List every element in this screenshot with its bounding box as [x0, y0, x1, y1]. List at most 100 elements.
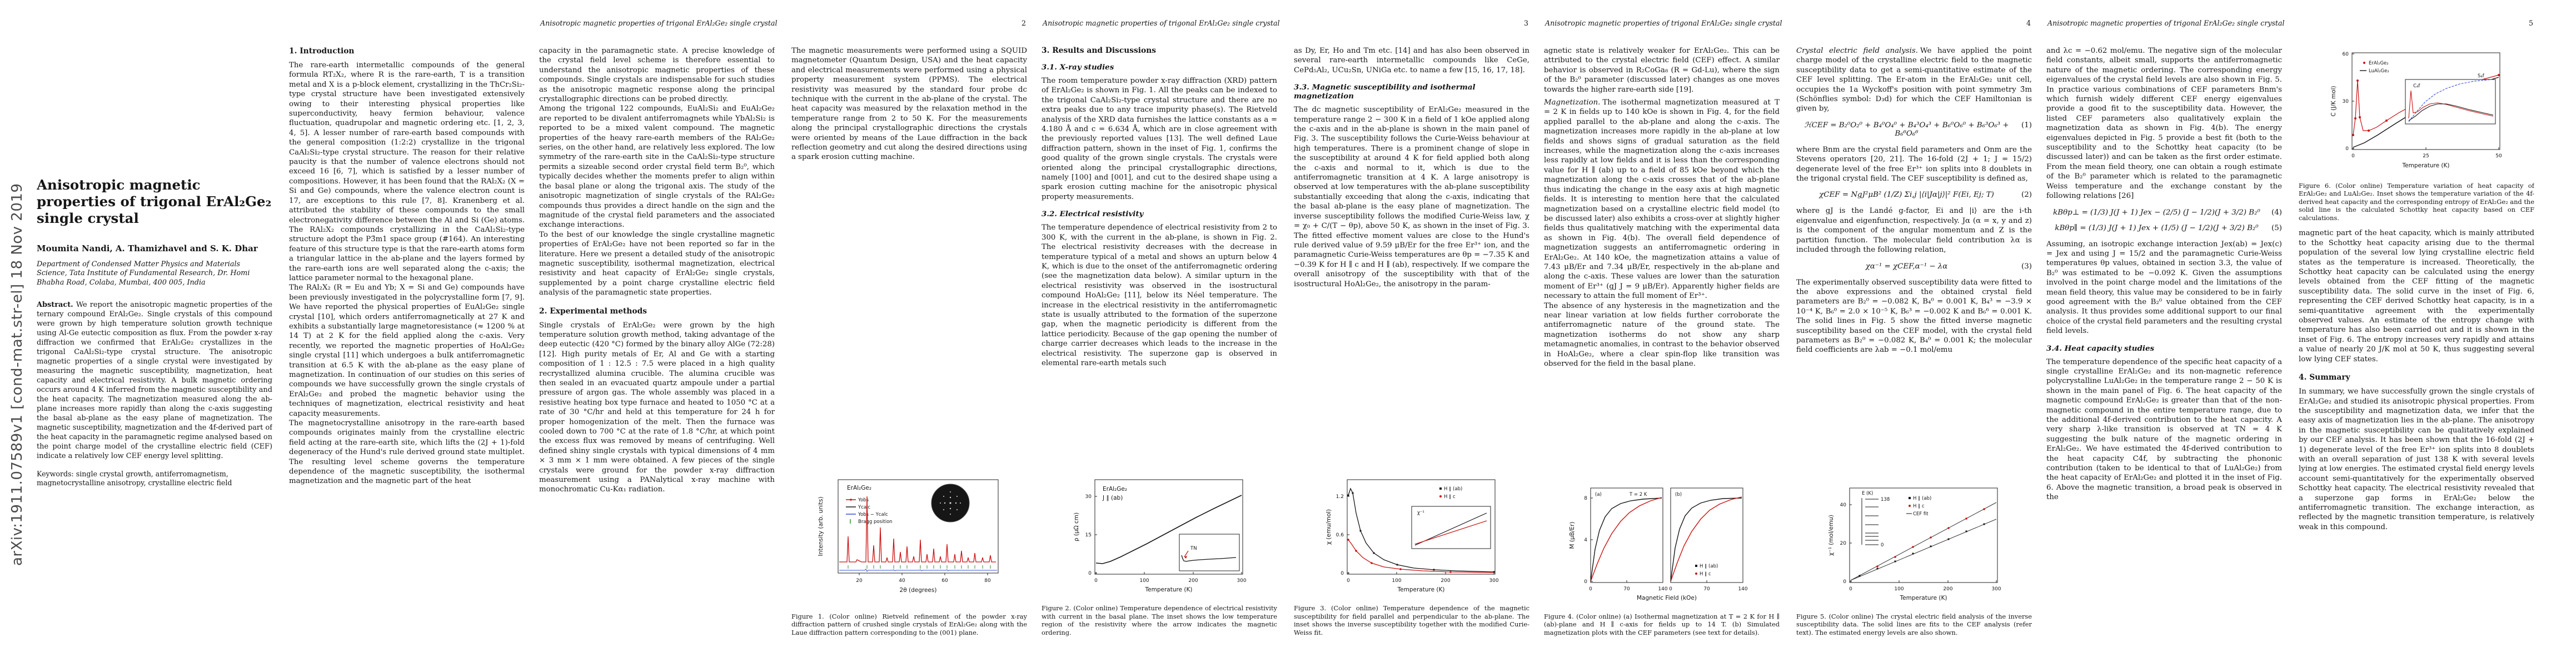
equation-3-number: (3) [2021, 262, 2032, 271]
figure-6-inset: C₄f S₄f [2405, 73, 2496, 125]
simulated-c-curve [1670, 496, 1742, 581]
document-pages: Anisotropic magnetic properties of trigo… [37, 11, 2534, 656]
energy-level-top-label: 138 [1881, 497, 1890, 502]
c4f-label: C₄f [2413, 83, 2420, 89]
svg-text:0: 0 [1843, 579, 1846, 585]
figure-5-y-axis-label: χ⁻¹ (mol/emu) [1828, 515, 1835, 556]
resistivity-continued-text: as Dy, Er, Ho and Tm etc. [14] and has a… [1294, 47, 1529, 74]
svg-text:60: 60 [2343, 52, 2349, 57]
schottky-curve [2408, 103, 2494, 121]
heat-capacity-text: The temperature dependence of the specif… [2046, 357, 2282, 502]
laue-spots [940, 491, 961, 515]
figure-3-plot: H ∥ (ab) H ∥ c χ⁻¹ 0 [1326, 479, 1499, 593]
page-5-left-column: and λc = −0.62 mol/emu. The negative sig… [2046, 46, 2282, 636]
magnetization-ab-curve [1590, 497, 1662, 581]
magnetization-paragraph: Magnetization. The isothermal magnetizati… [1544, 98, 1780, 369]
running-header: Anisotropic magnetic properties of trigo… [1043, 19, 1528, 27]
equation-5-body: kBθp∥ = (1/3) J(J + 1) Jex + (1/5) (J − … [2055, 223, 2259, 232]
paper-affiliation: Department of Condensed Matter Physics a… [37, 260, 250, 287]
svg-text:1.2: 1.2 [1336, 494, 1344, 500]
subsection-heading-xray: 3.1. X-ray studies [1042, 63, 1114, 72]
svg-text:H ∥ (ab): H ∥ (ab) [1444, 486, 1462, 492]
page-2-left-column: capacity in the paramagnetic state. A pr… [539, 46, 775, 636]
svg-text:Bragg position: Bragg position [858, 519, 893, 525]
figure-1-x-ticks: 20 40 60 80 [856, 573, 991, 584]
summary-text: In summary, we have successfully grown t… [2299, 387, 2534, 531]
paper-authors: Moumita Nandi, A. Thamizhavel and S. K. … [37, 243, 258, 253]
page-4: Anisotropic magnetic properties of trigo… [1544, 11, 2032, 656]
equation-2-body: χCEF = NgJ²μB² (1/Z) Σi,j |⟨i|Jα|j⟩|² F(… [1819, 191, 1994, 200]
page-number: 2 [1021, 19, 1026, 27]
page-3-right-column: as Dy, Er, Ho and Tm etc. [14] and has a… [1294, 46, 1529, 636]
svg-text:300: 300 [1489, 578, 1498, 584]
svg-text:4: 4 [1584, 537, 1587, 543]
svg-text:0: 0 [2351, 153, 2355, 159]
subsection-heading-resistivity: 3.2. Electrical resistivity [1042, 210, 1144, 219]
inverse-susceptibility-ab-markers [1858, 523, 1985, 577]
figure-1-plot: ErAl₂Ge₂ Yobs Ycalc Yobs − Ycalc [818, 479, 999, 594]
svg-text:200: 200 [1943, 586, 1952, 592]
energy-levels-title: E (K) [1862, 491, 1873, 496]
svg-text:20: 20 [1840, 541, 1847, 546]
figure-2-y-axis-label: ρ (μΩ cm) [1073, 512, 1080, 541]
svg-text:Ycalc: Ycalc [858, 505, 870, 510]
figure-3-inset: χ⁻¹ [1411, 506, 1491, 549]
figure-6-x-ticks: 0 25 50 [2351, 147, 2502, 159]
figure-2-current-label: J ∥ (ab) [1102, 495, 1123, 501]
svg-text:LuAl₂Ge₂: LuAl₂Ge₂ [2369, 68, 2389, 74]
page-1: Anisotropic magnetic properties of trigo… [37, 11, 525, 656]
exchange-estimate-text: Assuming, an isotropic exchange interact… [2046, 240, 2282, 336]
section-heading-results: 3. Results and Discussions [1042, 46, 1157, 55]
figure-4-panel-a-label: (a) [1595, 492, 1602, 497]
running-header: Anisotropic magnetic properties of trigo… [540, 19, 1026, 27]
svg-text:8: 8 [1584, 496, 1587, 501]
arxiv-stamp: arXiv:1911.07589v1 [cond-mat.str-el] 18 … [9, 183, 26, 566]
susceptibility-c-markers [1347, 539, 1452, 573]
figure-4-x-axis-label: Magnetic Field (kOe) [1637, 595, 1697, 601]
figure-3-legend: H ∥ (ab) H ∥ c [1439, 486, 1462, 500]
energy-level-bottom-label: 0 [1881, 542, 1884, 548]
equation-4: kBθp⊥ = (1/3) J(J + 1) Jex − (2/5) (J − … [2046, 208, 2282, 217]
svg-text:30: 30 [2343, 99, 2349, 104]
svg-text:70: 70 [1623, 586, 1630, 592]
s4f-label: S₄f [2478, 73, 2485, 79]
bragg-positions [848, 565, 991, 569]
svg-text:40: 40 [1840, 502, 1847, 508]
figure-4: (a) (b) T = 2 K H ∥ (ab) H ∥ c [1544, 476, 1780, 636]
figure-6-x-axis-label: Temperature (K) [2402, 162, 2450, 169]
abstract: Abstract. We report the anisotropic magn… [37, 300, 272, 461]
running-header: Anisotropic magnetic properties of trigo… [2047, 19, 2533, 27]
figure-3-x-axis-label: Temperature (K) [1397, 586, 1445, 593]
difference-curve [839, 568, 997, 572]
figure-5: E (K) 138 0 H ∥ (ab) H ∥ c CE [1796, 476, 2032, 636]
figure-2-caption: Figure 2. (Color online) Temperature dep… [1042, 604, 1277, 636]
equation-2-number: (2) [2021, 191, 2032, 200]
svg-text:0: 0 [1088, 571, 1092, 576]
page-5: Anisotropic magnetic properties of trigo… [2046, 11, 2534, 656]
susceptibility-c-curve [1348, 539, 1494, 573]
svg-text:70: 70 [1703, 586, 1710, 592]
svg-text:0: 0 [1341, 571, 1344, 576]
figure-6-plot: ErAl₂Ge₂ LuAl₂Ge₂ C₄f S₄f [2330, 52, 2502, 169]
figure-2-x-ticks: 0 100 200 300 [1094, 572, 1247, 584]
cef-runin-heading: Crystal electric field analysis. [1796, 47, 1918, 55]
resistivity-curve [1095, 495, 1242, 564]
equation-1-body: ℋCEF = B₂⁰O₂⁰ + B₄⁰O₄⁰ + B₄³O₄³ + B₆⁰O₆⁰… [1804, 121, 2009, 138]
figure-4-y-ticks: 0 4 8 [1584, 496, 1593, 585]
svg-text:0: 0 [1347, 578, 1350, 584]
svg-text:300: 300 [1237, 578, 1246, 584]
page-1-right-column: 1. Introduction The rare-earth intermeta… [289, 47, 525, 637]
subsection-heading-heat-capacity: 3.4. Heat capacity studies [2046, 344, 2155, 353]
susceptibility-text: The dc magnetic susceptibility of ErAl₂G… [1294, 106, 1529, 288]
resistivity-text: The temperature dependence of electrical… [1042, 223, 1277, 367]
xray-studies-text: The room temperature powder x-ray diffra… [1042, 77, 1277, 201]
svg-text:0.6: 0.6 [1336, 532, 1344, 538]
entropy-curve [2408, 79, 2493, 122]
svg-text:H ∥ (ab): H ∥ (ab) [1700, 564, 1718, 569]
magnetization-c-curve [1590, 496, 1662, 581]
cef-fit-line-c [1850, 502, 1997, 580]
subsection-heading-susceptibility: 3.3. Magnetic susceptibility and isother… [1294, 83, 1476, 101]
equation-2: χCEF = NgJ²μB² (1/Z) Σi,j |⟨i|Jα|j⟩|² F(… [1796, 191, 2032, 199]
figure-6-caption: Figure 6. (Color online) Temperature var… [2299, 182, 2534, 222]
figure-4-temperature-label: T = 2 K [1629, 492, 1647, 497]
